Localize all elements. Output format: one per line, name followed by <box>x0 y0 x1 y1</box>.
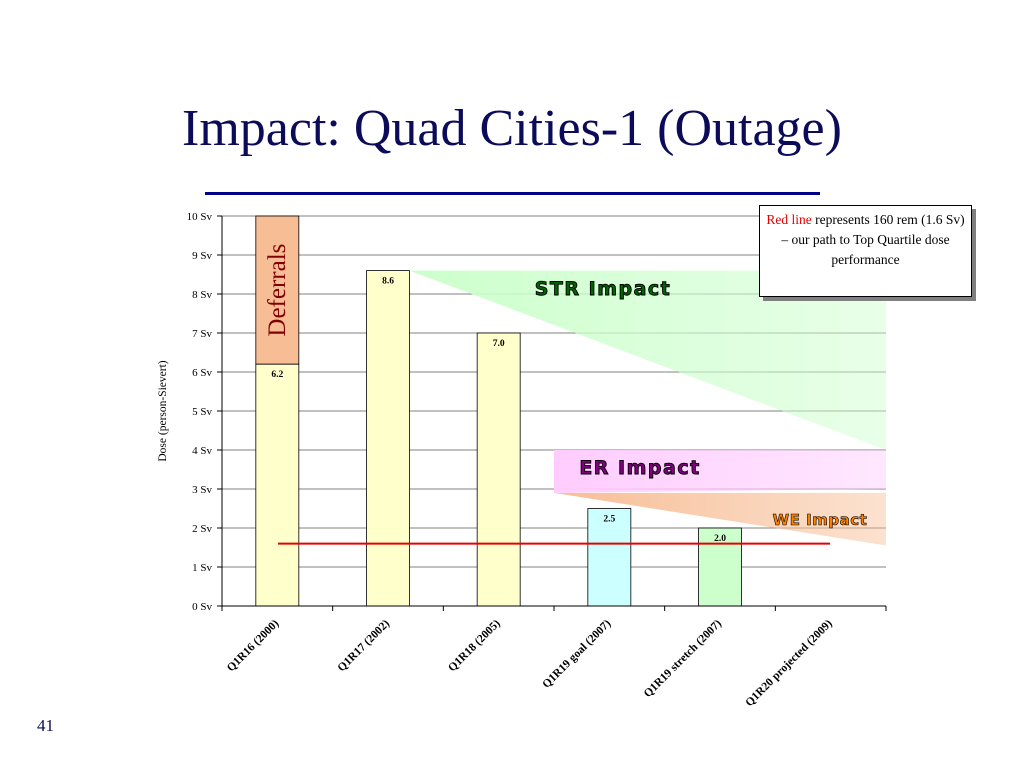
x-tick-label-0: Q1R16 (2000) <box>225 618 282 675</box>
bar-2 <box>476 332 521 607</box>
y-tick-label-10: 10 Sv <box>187 211 213 223</box>
note-text: represents 160 rem (1.6 Sv) – our path t… <box>781 212 965 267</box>
band-label-2: WE Impact <box>773 511 868 529</box>
x-tick-label-4: Q1R19 stretch (2007) <box>642 618 725 701</box>
band-label-0: STR Impact <box>535 278 672 300</box>
band-er-impact <box>554 450 886 493</box>
y-tick-label-0: 0 Sv <box>192 601 212 613</box>
impact-bands <box>409 270 886 546</box>
bar-value-label-1: 8.6 <box>382 277 394 287</box>
page-number: 41 <box>37 716 54 735</box>
x-tick-label-3: Q1R19 goal (2007) <box>540 618 613 691</box>
bar-value-label-4: 2.0 <box>714 534 726 544</box>
axes <box>217 215 887 611</box>
y-tick-label-8: 8 Sv <box>192 289 212 301</box>
bars <box>255 215 830 607</box>
y-tick-label-9: 9 Sv <box>192 250 212 262</box>
note-red-text: Red line <box>766 212 812 227</box>
bar-value-label-3: 2.5 <box>603 515 615 525</box>
y-tick-label-4: 4 Sv <box>192 445 212 457</box>
deferrals-segment <box>255 215 300 365</box>
bar-4 <box>698 527 742 607</box>
y-tick-label-3: 3 Sv <box>192 484 212 496</box>
x-tick-label-1: Q1R17 (2002) <box>336 618 393 675</box>
bar-value-label-2: 7.0 <box>493 339 505 349</box>
slide-title: Impact: Quad Cities-1 (Outage) <box>182 100 842 157</box>
x-tick-label-2: Q1R18 (2005) <box>446 618 503 675</box>
y-tick-label-5: 5 Sv <box>192 406 212 418</box>
x-tick-label-5: Q1R20 projected (2009) <box>743 618 835 710</box>
y-tick-label-6: 6 Sv <box>192 367 212 379</box>
band-we-impact <box>554 492 886 546</box>
bar-3 <box>587 508 632 607</box>
deferrals-label: Deferrals <box>264 244 291 337</box>
bar-value-label-0: 6.2 <box>271 370 283 380</box>
bar-1 <box>366 270 410 607</box>
y-tick-label-1: 1 Sv <box>192 562 212 574</box>
band-str-impact <box>409 270 886 450</box>
y-tick-label-7: 7 Sv <box>192 328 212 340</box>
bar-0 <box>255 363 300 607</box>
y-axis-title: Dose (person-Sievert) <box>157 360 169 461</box>
note-box: Red line represents 160 rem (1.6 Sv) – o… <box>759 205 972 297</box>
title-underline <box>205 192 820 195</box>
band-label-1: ER Impact <box>579 457 700 479</box>
y-tick-label-2: 2 Sv <box>192 523 212 535</box>
